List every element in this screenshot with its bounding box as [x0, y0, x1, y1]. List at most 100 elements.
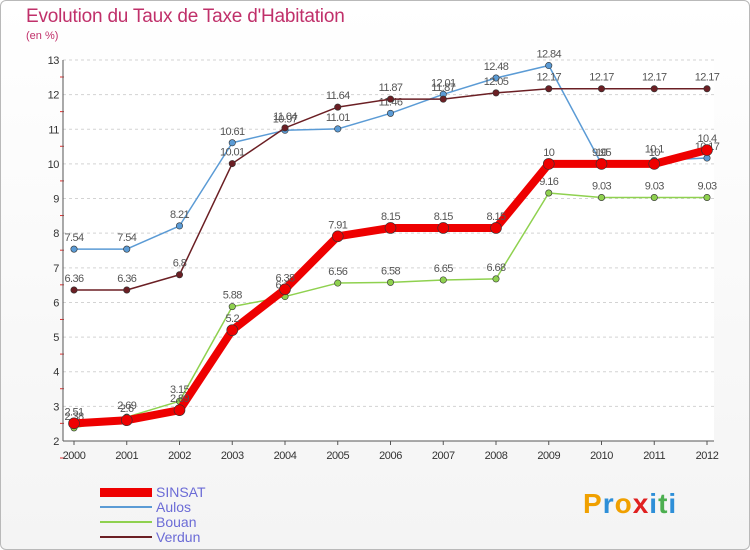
data-label-bouan: 9.03: [697, 181, 716, 193]
point-sinsat: [279, 283, 291, 296]
data-label-verdun: 12.05: [484, 76, 509, 88]
x-tick-label: 2012: [696, 450, 719, 462]
data-label-verdun: 12.17: [589, 72, 614, 84]
x-tick-label: 2000: [63, 450, 86, 462]
data-label-bouan: 6.65: [434, 263, 453, 275]
data-label-aulos: 10: [596, 147, 608, 159]
point-verdun: [123, 286, 131, 294]
point-bouan: [650, 194, 658, 202]
point-aulos: [492, 74, 500, 82]
point-sinsat: [437, 222, 450, 234]
point-sinsat: [384, 222, 397, 234]
y-tick-label: 5: [53, 332, 59, 344]
data-label-sinsat: 7.91: [328, 219, 347, 231]
data-label-bouan: 3.15: [170, 384, 189, 396]
logo-letter: x: [632, 488, 650, 519]
point-aulos: [545, 62, 553, 70]
data-label-bouan: 6.58: [381, 265, 400, 277]
y-tick-label: 8: [53, 228, 59, 240]
legend-label: Verdun: [156, 529, 201, 545]
point-aulos: [123, 245, 131, 253]
point-sinsat: [490, 222, 502, 234]
y-tick-label: 4: [53, 367, 59, 379]
logo-letter: o: [614, 488, 633, 519]
data-label-verdun: 11.64: [326, 90, 350, 102]
point-sinsat: [173, 404, 186, 416]
x-tick-label: 2002: [168, 450, 191, 462]
chart-title: Evolution du Taux de Taxe d'Habitation: [26, 6, 345, 27]
point-verdun: [492, 89, 500, 97]
point-sinsat: [701, 144, 713, 156]
data-label-aulos: 10.97: [273, 113, 298, 125]
point-verdun: [703, 85, 711, 93]
y-tick-label: 11: [48, 124, 59, 136]
data-label-aulos: 12.84: [536, 49, 561, 61]
point-aulos: [176, 222, 184, 230]
x-tick-label: 2005: [326, 450, 349, 462]
data-label-sinsat: 10: [543, 147, 555, 159]
x-tick-label: 2003: [221, 450, 244, 462]
legend-swatch: [100, 536, 152, 538]
y-tick-label: 10: [48, 159, 60, 171]
data-label-sinsat: 8.15: [434, 211, 453, 223]
plot-area: [63, 60, 714, 441]
y-tick-label: 2: [53, 436, 59, 448]
point-verdun: [228, 160, 236, 168]
data-label-bouan: 9.03: [592, 181, 611, 193]
data-label-verdun: 11.87: [379, 82, 403, 94]
data-label-bouan: 9.03: [645, 181, 664, 193]
data-label-verdun: 12.17: [642, 72, 667, 84]
data-label-sinsat: 2.89: [170, 393, 189, 405]
point-sinsat: [120, 414, 133, 427]
data-label-verdun: 12.17: [536, 72, 561, 84]
data-label-aulos: 11.01: [326, 112, 350, 124]
data-label-sinsat: 10.4: [697, 133, 716, 145]
data-label-verdun: 12.17: [695, 72, 720, 84]
point-sinsat: [542, 158, 555, 170]
proxiti-logo: Proxiti: [583, 488, 677, 520]
point-bouan: [228, 303, 236, 311]
y-tick-label: 13: [48, 55, 60, 67]
point-verdun: [597, 85, 605, 93]
data-label-aulos: 7.54: [64, 232, 83, 244]
point-aulos: [228, 139, 236, 147]
point-bouan: [386, 278, 394, 286]
point-verdun: [70, 286, 78, 294]
point-aulos: [70, 245, 78, 253]
x-tick-label: 2010: [590, 450, 613, 462]
data-label-sinsat: 9.95: [592, 147, 611, 159]
point-sinsat: [226, 324, 239, 336]
point-verdun: [650, 85, 658, 93]
data-label-bouan: 2.69: [117, 400, 136, 412]
legend-label: Bouan: [156, 514, 197, 530]
point-bouan: [334, 279, 342, 287]
logo-letter: P: [583, 488, 603, 519]
data-label-verdun: 11.04: [273, 111, 297, 123]
data-label-sinsat: 8.15: [486, 211, 505, 223]
point-bouan: [703, 194, 711, 202]
data-label-verdun: 11.87: [431, 82, 455, 94]
data-label-sinsat: 6.38: [275, 272, 294, 284]
point-sinsat: [331, 230, 344, 243]
point-bouan: [492, 275, 500, 283]
x-tick-label: 2006: [379, 450, 402, 462]
data-label-bouan: 5.88: [223, 290, 242, 302]
data-label-bouan: 6.68: [486, 262, 505, 274]
point-verdun: [439, 95, 447, 103]
chart-subtitle: (en %): [26, 30, 59, 42]
x-tick-label: 2001: [115, 450, 138, 462]
data-label-sinsat: 8.15: [381, 211, 400, 223]
legend-label: Aulos: [156, 499, 192, 515]
legend-label: SINSAT: [156, 484, 206, 500]
legend-swatch: [100, 521, 152, 523]
x-tick-label: 2004: [274, 450, 297, 462]
data-label-bouan: 6.56: [328, 266, 347, 278]
y-tick-label: 7: [53, 263, 59, 275]
point-verdun: [281, 124, 289, 132]
data-label-aulos: 8.21: [170, 209, 189, 221]
y-tick-label: 12: [48, 90, 60, 102]
logo-letter: i: [649, 488, 659, 519]
data-label-aulos: 10.1: [645, 143, 664, 155]
data-label-sinsat: 2.6: [120, 403, 134, 415]
point-sinsat: [595, 158, 608, 170]
